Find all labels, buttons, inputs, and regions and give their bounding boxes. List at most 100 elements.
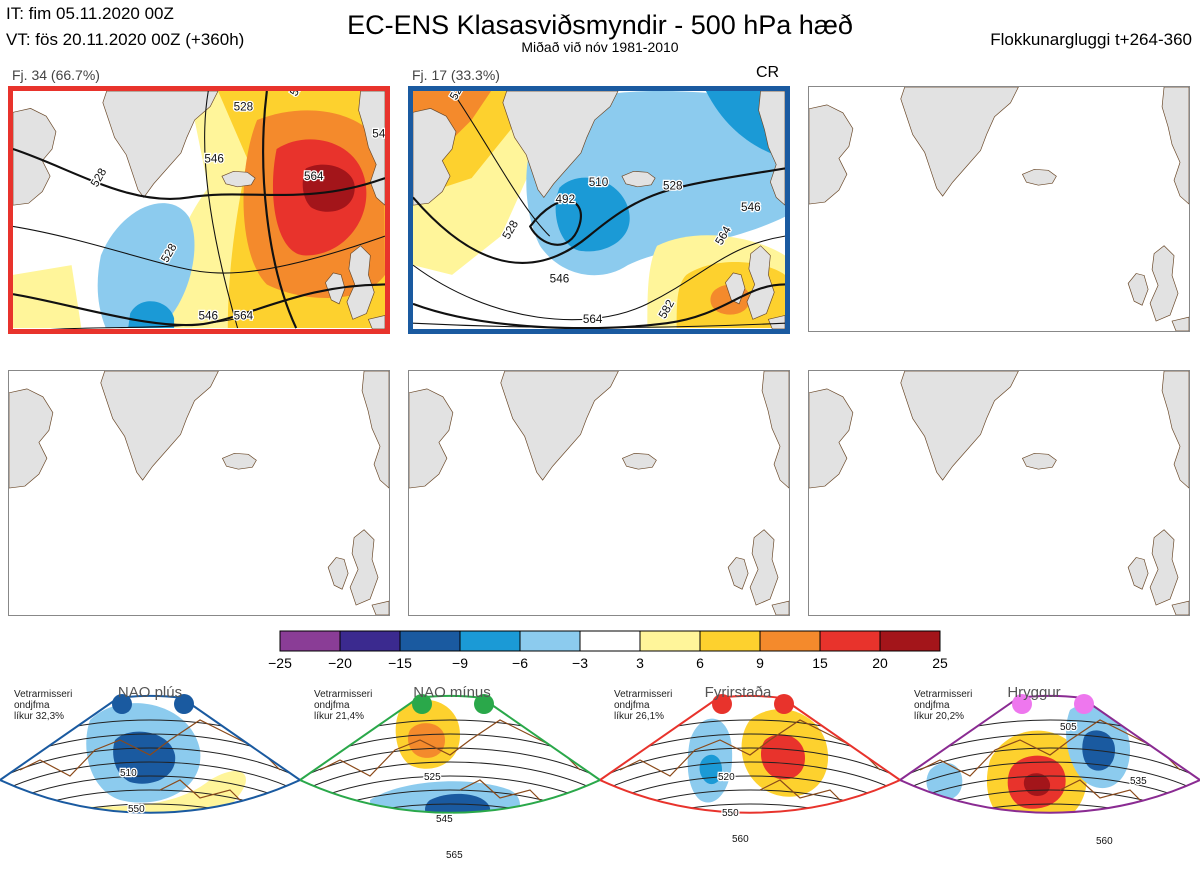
contour-label: 550 [128,804,145,815]
contour-label: 546 [199,309,219,322]
contour-label: 564 [304,170,324,183]
height-contour [900,747,1200,779]
anomaly-fill [425,793,491,813]
regime-panel: 525 545 565 NAO mínus Vetrarmisseri ondjfma lí… [300,680,600,871]
regime-dot [1012,694,1032,714]
contour-label: 560 [1096,836,1113,847]
contour-label: 546 [204,153,224,166]
regime-panel: 505 535 560 Hryggur Vetrarmisseri ondjfma líku… [900,680,1200,871]
regime-frame [300,695,600,814]
land-outline [358,91,385,206]
regime-info-line: ondjfma [914,700,950,711]
contour-label: 564 [583,313,603,326]
regime-name: Fyrirstaða [704,684,772,701]
land-outline [749,529,779,606]
colorbar-bar [279,630,941,652]
anomaly-fill [302,164,355,212]
contour-label: 550 [722,808,739,819]
anomaly-fill [1008,848,1042,863]
cluster-panel [408,370,790,616]
colorbar-segment [579,630,641,652]
colorbar-segment [699,630,761,652]
regime-info-line: líkur 20,2% [914,711,965,722]
height-contour [0,803,300,813]
coastline [19,719,281,777]
land-outline [1149,529,1179,606]
regime-map [300,696,600,871]
regime-info-line: líkur 21,4% [314,711,365,722]
height-contour [900,803,1200,813]
contour-label: 545 [436,814,453,825]
height-contour [300,747,600,779]
contour-label: 528 [234,100,254,113]
contour-label: 546 [550,273,570,286]
land-outline [1171,316,1189,331]
height-contour [528,199,582,246]
height-contour [300,761,600,793]
height-contour [0,747,300,779]
page-title: EC-ENS Klasasviðsmyndir - 500 hPa hæð [347,10,853,40]
cluster-panel [808,86,1190,332]
colorbar-segment [519,630,581,652]
contour-label: 492 [556,193,576,206]
height-contour [900,761,1200,793]
land-outline [1161,87,1189,205]
contour-label: 528 [287,91,308,98]
contour-label: 520 [718,772,735,783]
height-contour [600,846,900,871]
land-outline [1021,452,1057,470]
land-outline [727,557,749,590]
anomaly-fill [97,203,195,329]
anomaly-fill [926,762,963,801]
height-contour [300,803,600,813]
coastline [619,719,881,777]
land-outline [1127,557,1149,590]
page-subtitle: Miðað við nóv 1981-2010 [521,39,679,55]
land-outline [621,452,657,470]
regime-map [900,696,1200,863]
height-contour [600,803,900,813]
cluster-label: Fj. 34 (66.7%) [12,67,100,83]
land-outline [621,170,656,188]
colorbar-segment [279,630,341,652]
regime-fan: 505 535 560 [900,694,1200,863]
anomaly-fill [555,177,630,252]
height-contour [300,860,600,871]
height-contour [413,283,785,329]
height-contour [0,846,300,871]
regime-info-line: ondjfma [314,700,350,711]
height-contour [51,317,238,329]
contour-label: 535 [1130,776,1147,787]
valid-time: VT: fös 20.11.2020 00Z (+360h) [6,30,245,49]
height-contour [0,818,300,848]
regime-fan: 525 545 565 [300,694,600,871]
regime-name: NAO mínus [413,684,491,701]
cluster-map [409,371,789,615]
regime-panel: 510 550 NAO plús Vetrarmisseri ondjfma líkur … [0,680,300,871]
height-contour [900,818,1200,848]
colorbar-tick-label: −20 [328,655,352,671]
contour-label: 510 [589,176,609,189]
initial-time: IT: fim 05.11.2020 00Z [6,4,174,23]
contour-label: 546 [741,201,761,214]
regime-name: NAO plús [117,684,183,701]
colorbar-tick-label: −3 [572,655,588,671]
coastline [319,719,581,777]
height-contour [0,761,300,793]
land-outline [100,371,219,481]
height-contour [600,761,900,793]
land-outline [767,315,785,329]
regime-dot [474,694,494,714]
land-outline [725,272,746,305]
regime-info: Vetrarmisseri ondjfma líkur 21,4% [314,689,372,722]
regime-dot [412,694,432,714]
regime-info-line: Vetrarmisseri [14,689,73,700]
colorbar-segment [819,630,881,652]
land-outline [900,87,1019,197]
height-contour [600,832,900,862]
contour-label: 564 [234,309,254,322]
coastline [919,719,1181,777]
land-outline [1021,168,1057,186]
cluster-label: Fj. 17 (33.3%) [412,67,500,83]
land-outline [413,108,457,206]
